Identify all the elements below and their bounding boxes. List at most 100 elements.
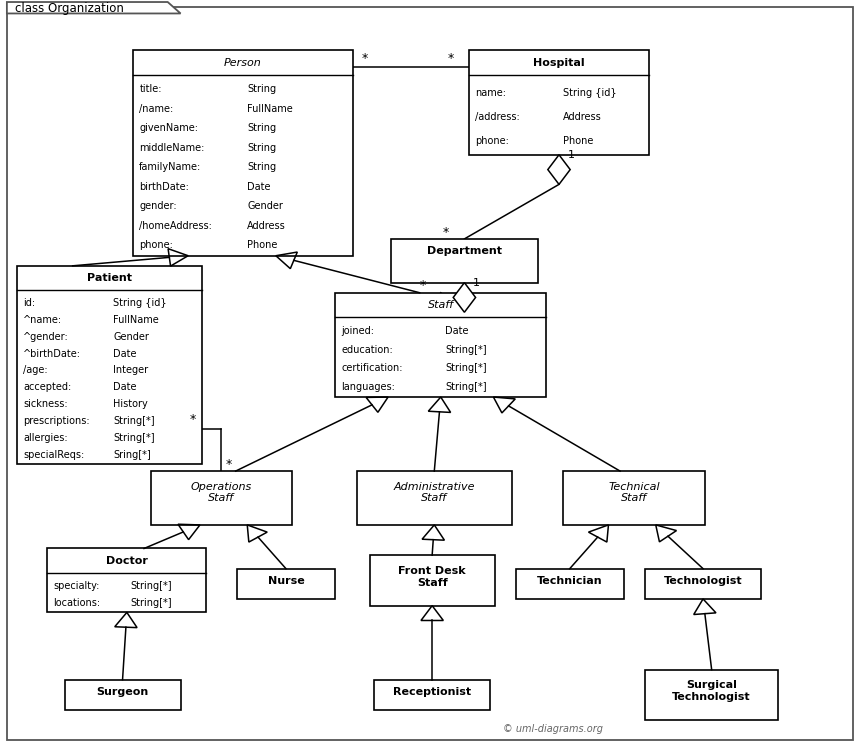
- Bar: [516, 568, 624, 599]
- Text: String {id}: String {id}: [562, 88, 617, 98]
- Text: Address: Address: [248, 220, 286, 231]
- Text: name:: name:: [475, 88, 506, 98]
- Text: familyName:: familyName:: [139, 162, 201, 172]
- Text: joined:: joined:: [341, 326, 374, 336]
- Bar: [391, 239, 538, 282]
- Text: String[*]: String[*]: [114, 433, 155, 443]
- Text: languages:: languages:: [341, 382, 396, 392]
- Text: Doctor: Doctor: [106, 556, 148, 565]
- Text: phone:: phone:: [475, 137, 508, 146]
- Text: education:: education:: [341, 344, 393, 355]
- Text: certification:: certification:: [341, 363, 403, 374]
- Text: Gender: Gender: [248, 201, 283, 211]
- Bar: [150, 471, 292, 525]
- Text: ^birthDate:: ^birthDate:: [23, 349, 81, 359]
- Text: /age:: /age:: [23, 365, 48, 376]
- Text: title:: title:: [139, 84, 162, 94]
- Text: ^name:: ^name:: [23, 314, 62, 325]
- Text: 1: 1: [473, 278, 480, 288]
- Bar: [47, 548, 206, 613]
- Text: FullName: FullName: [114, 314, 159, 325]
- Text: *: *: [361, 52, 367, 65]
- Text: Date: Date: [445, 326, 469, 336]
- Text: String {id}: String {id}: [114, 298, 167, 308]
- Bar: [645, 669, 778, 720]
- Text: Surgical
Technologist: Surgical Technologist: [673, 681, 751, 702]
- Text: Receptionist: Receptionist: [393, 686, 471, 697]
- Text: String: String: [248, 143, 276, 152]
- Text: String: String: [248, 84, 276, 94]
- Bar: [17, 266, 202, 465]
- Text: Administrative
Staff: Administrative Staff: [394, 482, 475, 503]
- Text: *: *: [419, 279, 426, 292]
- Bar: [370, 555, 494, 606]
- Text: String[*]: String[*]: [114, 416, 155, 427]
- Text: © uml-diagrams.org: © uml-diagrams.org: [503, 724, 603, 734]
- Bar: [133, 51, 353, 255]
- Text: Sring[*]: Sring[*]: [114, 450, 151, 460]
- Text: Hospital: Hospital: [533, 58, 585, 67]
- Text: *: *: [189, 413, 195, 427]
- Text: Nurse: Nurse: [267, 576, 304, 586]
- Polygon shape: [453, 282, 476, 312]
- Text: String[*]: String[*]: [445, 382, 487, 392]
- Text: Staff: Staff: [427, 300, 454, 310]
- Text: sickness:: sickness:: [23, 400, 68, 409]
- Text: FullName: FullName: [248, 104, 293, 114]
- Text: /address:: /address:: [475, 112, 519, 123]
- Text: Technical
Staff: Technical Staff: [608, 482, 660, 503]
- Bar: [237, 568, 335, 599]
- Bar: [335, 293, 546, 397]
- Text: Date: Date: [248, 182, 271, 192]
- Text: birthDate:: birthDate:: [139, 182, 189, 192]
- Text: Patient: Patient: [87, 273, 132, 283]
- Text: Technician: Technician: [537, 576, 603, 586]
- Text: accepted:: accepted:: [23, 382, 71, 392]
- Bar: [469, 51, 649, 155]
- Text: middleName:: middleName:: [139, 143, 205, 152]
- Bar: [374, 680, 490, 710]
- Text: History: History: [114, 400, 148, 409]
- Polygon shape: [7, 2, 181, 13]
- Text: Phone: Phone: [562, 137, 593, 146]
- Text: Front Desk
Staff: Front Desk Staff: [398, 566, 466, 588]
- Bar: [64, 680, 181, 710]
- Text: String: String: [248, 162, 276, 172]
- Text: Phone: Phone: [248, 240, 278, 250]
- Text: id:: id:: [23, 298, 35, 308]
- Text: Person: Person: [224, 58, 261, 67]
- Text: String[*]: String[*]: [445, 363, 487, 374]
- Text: Date: Date: [114, 382, 137, 392]
- Text: /homeAddress:: /homeAddress:: [139, 220, 212, 231]
- Text: allergies:: allergies:: [23, 433, 68, 443]
- Text: String: String: [248, 123, 276, 133]
- Text: *: *: [447, 52, 453, 65]
- Text: 1: 1: [568, 150, 574, 160]
- Text: gender:: gender:: [139, 201, 177, 211]
- Text: Technologist: Technologist: [664, 576, 742, 586]
- Text: Address: Address: [562, 112, 601, 123]
- Text: Department: Department: [427, 246, 502, 256]
- Text: ^gender:: ^gender:: [23, 332, 69, 341]
- Text: specialty:: specialty:: [53, 580, 100, 591]
- Text: Operations
Staff: Operations Staff: [191, 482, 252, 503]
- Text: *: *: [225, 458, 232, 471]
- Bar: [645, 568, 761, 599]
- Text: /name:: /name:: [139, 104, 174, 114]
- Text: givenName:: givenName:: [139, 123, 199, 133]
- Text: String[*]: String[*]: [130, 580, 172, 591]
- Text: Surgeon: Surgeon: [96, 686, 149, 697]
- Text: class Organization: class Organization: [15, 1, 125, 15]
- Text: specialReqs:: specialReqs:: [23, 450, 84, 460]
- Text: Date: Date: [114, 349, 137, 359]
- Text: Integer: Integer: [114, 365, 149, 376]
- Text: phone:: phone:: [139, 240, 173, 250]
- Text: Gender: Gender: [114, 332, 150, 341]
- Bar: [357, 471, 512, 525]
- Text: locations:: locations:: [53, 598, 101, 608]
- Text: String[*]: String[*]: [445, 344, 487, 355]
- Bar: [563, 471, 705, 525]
- Text: prescriptions:: prescriptions:: [23, 416, 89, 427]
- Text: *: *: [443, 226, 449, 238]
- Text: String[*]: String[*]: [130, 598, 172, 608]
